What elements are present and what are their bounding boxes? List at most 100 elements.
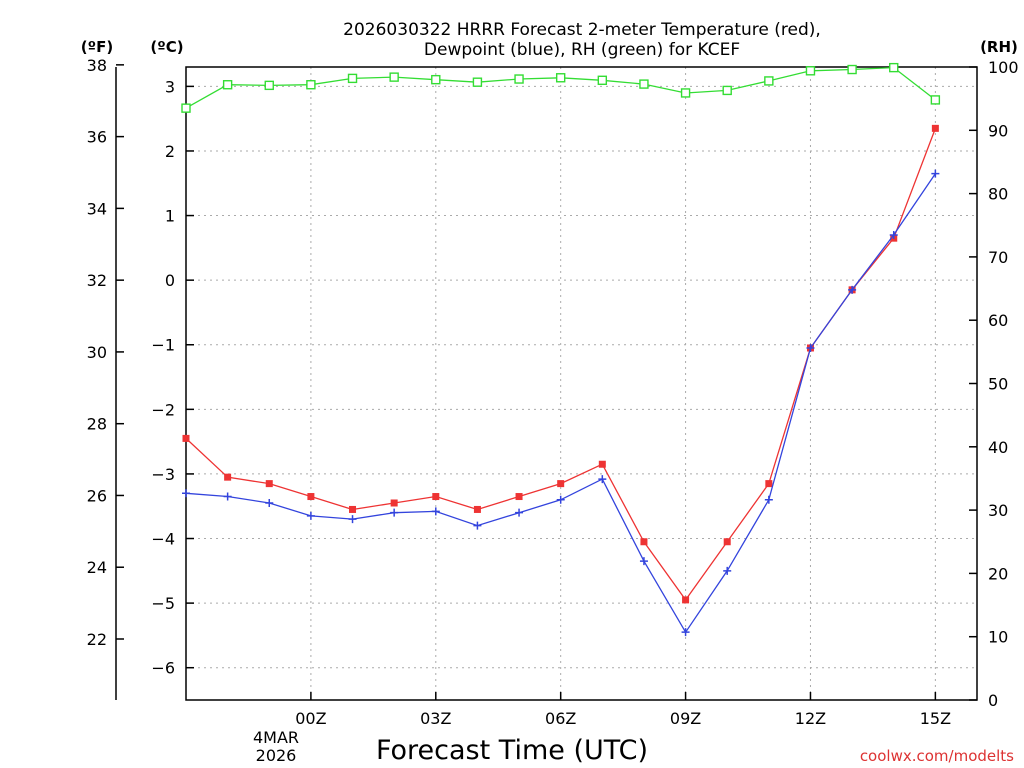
celsius-tick-label: 3	[165, 77, 175, 96]
celsius-tick-label: 1	[165, 207, 175, 226]
rh-point	[181, 103, 191, 113]
fahrenheit-tick-label: 34	[87, 199, 107, 218]
fahrenheit-tick-label: 22	[87, 630, 107, 649]
chart-title-line1: 2026030322 HRRR Forecast 2-meter Tempera…	[343, 20, 821, 40]
rh-point	[264, 80, 274, 91]
x-tick-label: 15Z	[920, 709, 951, 728]
fahrenheit-tick-label: 26	[87, 486, 107, 505]
celsius-tick-label: 2	[165, 142, 175, 161]
x-tick-label: 03Z	[420, 709, 451, 728]
rh-point	[514, 74, 524, 84]
dewpoint-point	[473, 521, 482, 530]
fahrenheit-tick-label: 28	[87, 415, 107, 434]
fahrenheit-tick-label: 30	[87, 343, 107, 362]
dewpoint-point	[431, 507, 440, 516]
dewpoint-point	[182, 489, 190, 498]
fahrenheit-tick-label: 24	[87, 558, 107, 577]
grid-lines	[186, 67, 977, 700]
dewpoint-point	[764, 495, 773, 504]
temperature-point	[515, 493, 523, 501]
fahrenheit-tick-label: 32	[87, 271, 107, 290]
rh-point	[764, 76, 774, 86]
fahrenheit-tick-label: 38	[87, 56, 107, 75]
watermark: coolwx.com/modelts	[860, 747, 1014, 765]
temperature-point	[182, 434, 190, 442]
temperature-point	[265, 480, 273, 488]
rh-point	[472, 77, 483, 87]
rh-point	[680, 88, 691, 98]
dewpoint-point	[348, 515, 357, 524]
rh-point	[597, 75, 608, 85]
temperature-point	[307, 493, 315, 501]
dewpoint-point	[223, 492, 232, 501]
rh-tick-label: 50	[988, 375, 1008, 394]
rh-tick-label: 40	[988, 438, 1008, 457]
temperature-point	[682, 596, 690, 604]
celsius-tick-label: −6	[151, 659, 175, 678]
x-axis-date-label-2: 2026	[256, 746, 297, 765]
celsius-unit-label: (ºC)	[150, 38, 183, 56]
rh-point	[306, 80, 316, 90]
rh-point	[930, 95, 941, 105]
x-tick-label: 09Z	[670, 709, 701, 728]
temperature-point	[723, 538, 731, 546]
x-tick-label: 06Z	[545, 709, 576, 728]
celsius-tick-label: −3	[151, 465, 175, 484]
rh-point	[222, 80, 233, 90]
fahrenheit-tick-label: 36	[87, 128, 107, 147]
temperature-point	[349, 505, 357, 513]
temperature-point	[765, 480, 773, 488]
fahrenheit-unit-label: (ºF)	[81, 38, 113, 56]
rh-point	[389, 72, 399, 82]
celsius-tick-label: −2	[151, 400, 175, 419]
dewpoint-point	[681, 628, 690, 637]
dewpoint-point	[265, 498, 274, 507]
temperature-point	[557, 480, 565, 488]
chart-title-line2: Dewpoint (blue), RH (green) for KCEF	[424, 40, 740, 60]
dewpoint-point	[848, 285, 857, 294]
x-axis-title: Forecast Time (UTC)	[376, 735, 648, 766]
dewpoint-point	[598, 475, 607, 484]
dewpoint-point	[931, 169, 940, 178]
temperature-point	[931, 124, 939, 132]
celsius-tick-label: 0	[165, 271, 175, 290]
temperature-point	[598, 460, 606, 468]
dewpoint-point	[390, 508, 399, 517]
rh-point	[847, 64, 857, 75]
plot-frame	[185, 66, 978, 701]
dewpoint-point	[306, 511, 315, 520]
rh-tick-label: 30	[988, 501, 1008, 520]
dewpoint-point	[515, 508, 524, 517]
rh-point	[639, 79, 649, 89]
rh-point	[347, 73, 358, 84]
temperature-point	[224, 473, 232, 481]
rh-point	[722, 85, 732, 96]
rh-tick-label: 0	[988, 691, 998, 710]
temperature-point	[432, 493, 440, 501]
rh-tick-label: 20	[988, 564, 1008, 583]
temperature-point	[390, 499, 398, 507]
rh-tick-label: 70	[988, 248, 1008, 267]
data-series	[181, 62, 941, 637]
rh-unit-label: (RH)	[980, 38, 1018, 56]
dewpoint-point	[556, 495, 565, 504]
rh-point	[431, 74, 441, 85]
x-tick-label: 00Z	[295, 709, 326, 728]
celsius-tick-label: −1	[151, 336, 175, 355]
temperature-point	[640, 538, 648, 546]
rh-tick-label: 10	[988, 628, 1008, 647]
celsius-tick-label: −4	[151, 530, 175, 549]
rh-tick-label: 60	[988, 311, 1008, 330]
dewpoint-point	[723, 566, 732, 575]
celsius-tick-label: −5	[151, 594, 175, 613]
rh-tick-label: 90	[988, 121, 1008, 140]
dewpoint-point	[639, 557, 648, 566]
rh-tick-label: 80	[988, 185, 1008, 204]
rh-point	[889, 62, 899, 73]
dewpoint-point	[806, 343, 815, 352]
rh-point	[555, 73, 566, 83]
chart-axes: 00Z 03Z 06Z 09Z 12Z 15Z −6 −5 −4 −3 −2 −1 0 1 2 3 22 24 26…	[87, 56, 1019, 728]
dewpoint-point	[889, 230, 898, 239]
temperature-point	[473, 505, 481, 513]
